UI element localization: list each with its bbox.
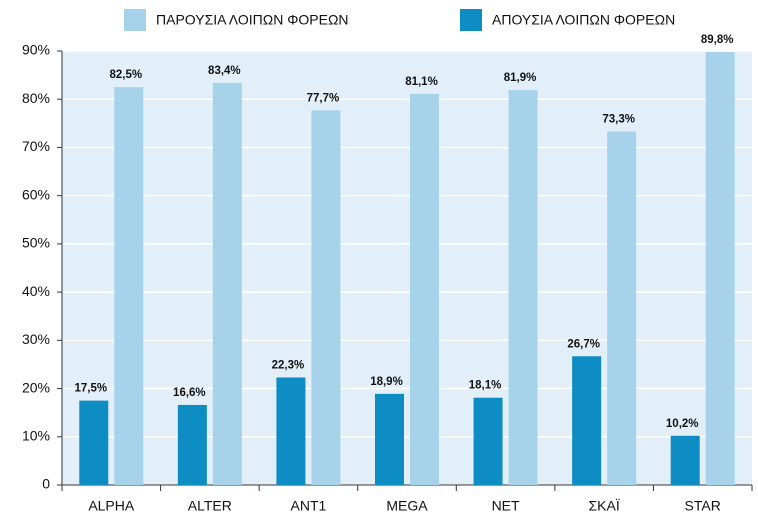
legend-swatch <box>124 9 146 31</box>
value-label: 18,1% <box>469 380 502 392</box>
value-label: 73,3% <box>602 114 635 126</box>
bar <box>276 377 306 485</box>
y-tick-label: 30% <box>22 331 50 347</box>
value-label: 16,6% <box>173 387 206 399</box>
y-tick-label: 50% <box>22 235 50 251</box>
y-tick-label: 70% <box>22 138 50 154</box>
value-label: 26,7% <box>567 338 600 350</box>
legend-label: ΠΑΡΟΥΣΙΑ ΛΟΙΠΩΝ ΦΟΡΕΩΝ <box>156 12 349 28</box>
bar <box>473 397 503 485</box>
y-tick-label: 20% <box>22 379 50 395</box>
x-tick-label: STAR <box>685 498 721 514</box>
y-tick-label: 90% <box>22 42 50 58</box>
bar <box>410 93 439 485</box>
bar <box>572 356 602 485</box>
legend-swatch <box>460 9 482 31</box>
bar <box>311 110 341 486</box>
value-label: 82,5% <box>109 69 142 81</box>
y-tick-label: 80% <box>22 90 50 106</box>
plot-background <box>62 51 752 485</box>
y-tick-label: 60% <box>22 186 50 202</box>
value-label: 22,3% <box>272 359 305 371</box>
x-tick-label: ΣΚΑΪ <box>589 498 620 514</box>
bar <box>114 87 144 486</box>
bar <box>79 400 109 485</box>
bar <box>607 131 637 485</box>
x-tick-label: ANT1 <box>291 498 327 514</box>
legend-label: ΑΠΟΥΣΙΑ ΛΟΙΠΩΝ ΦΟΡΕΩΝ <box>492 12 675 28</box>
value-label: 81,9% <box>504 72 537 84</box>
value-label: 81,1% <box>405 76 438 88</box>
bar <box>508 90 538 485</box>
y-tick-label: 10% <box>22 427 50 443</box>
y-tick-label: 40% <box>22 283 50 299</box>
bar <box>670 435 700 485</box>
x-tick-label: ALTER <box>188 498 232 514</box>
value-label: 10,2% <box>666 418 699 430</box>
x-tick-label: MEGA <box>386 498 428 514</box>
bar <box>705 51 735 485</box>
x-tick-label: NET <box>492 498 520 514</box>
y-tick-label: 0 <box>42 476 50 492</box>
value-label: 77,7% <box>307 92 340 104</box>
value-label: 17,5% <box>74 383 107 395</box>
x-tick-label: ALPHA <box>88 498 135 514</box>
bar <box>177 404 207 485</box>
value-label: 18,9% <box>370 376 403 388</box>
value-label: 89,8% <box>701 34 734 46</box>
bar <box>212 82 242 486</box>
value-label: 83,4% <box>208 65 241 77</box>
bar <box>375 393 404 485</box>
